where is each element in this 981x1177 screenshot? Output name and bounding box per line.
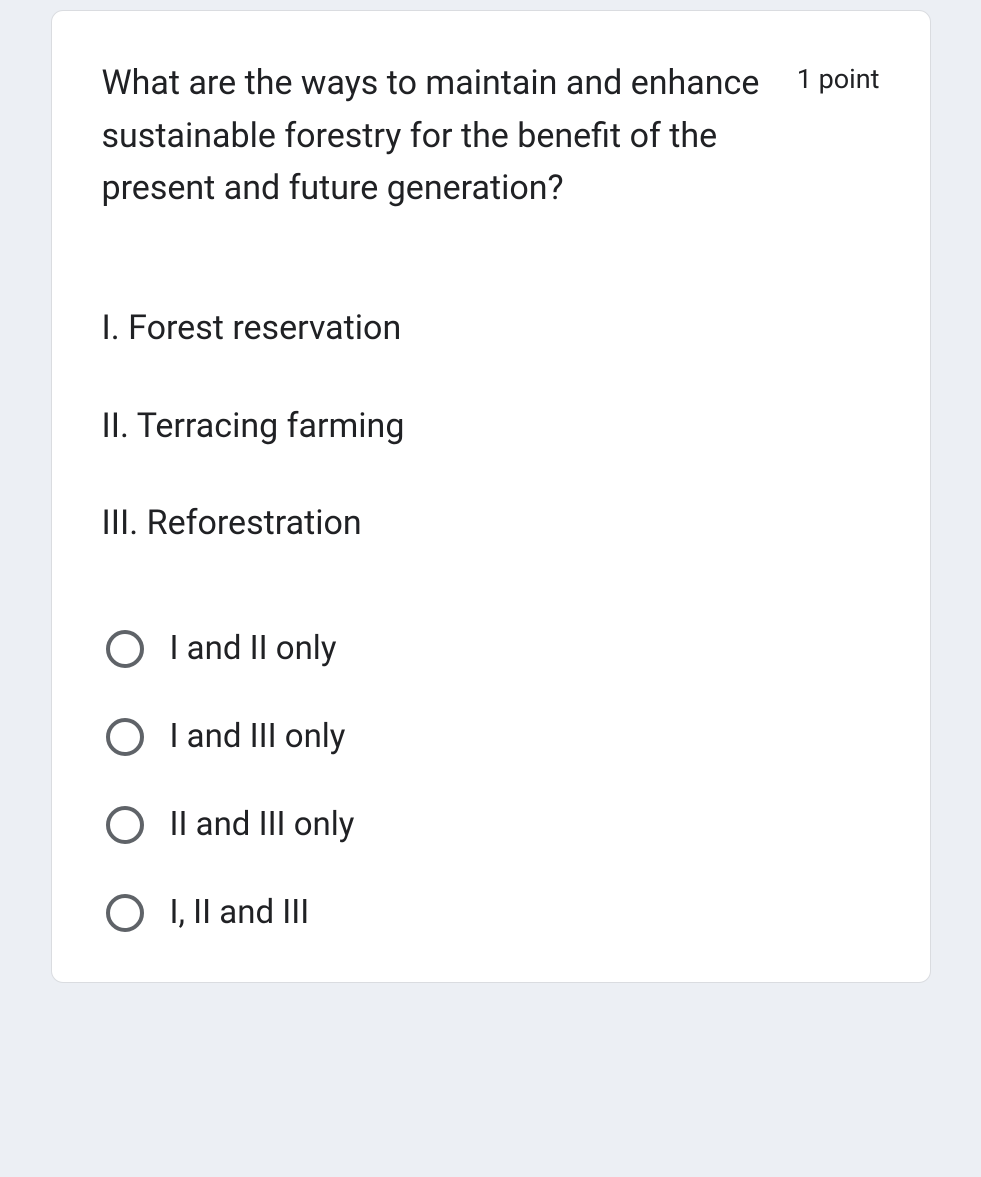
statement-item: II. Terracing farming	[102, 403, 880, 451]
statement-item: I. Forest reservation	[102, 305, 880, 353]
option-label: I and II only	[170, 628, 337, 671]
option-item[interactable]: I, II and III	[102, 892, 880, 935]
points-label: 1 point	[797, 57, 880, 95]
radio-icon[interactable]	[106, 806, 144, 844]
radio-icon[interactable]	[106, 894, 144, 932]
option-label: I, II and III	[170, 892, 310, 935]
option-label: I and III only	[170, 716, 346, 759]
question-text: What are the ways to maintain and enhanc…	[102, 57, 767, 215]
option-item[interactable]: I and III only	[102, 716, 880, 759]
statements-list: I. Forest reservation II. Terracing farm…	[102, 305, 880, 548]
question-card: What are the ways to maintain and enhanc…	[51, 10, 931, 983]
option-item[interactable]: II and III only	[102, 804, 880, 847]
radio-icon[interactable]	[106, 630, 144, 668]
radio-icon[interactable]	[106, 718, 144, 756]
options-list: I and II only I and III only II and III …	[102, 628, 880, 935]
option-label: II and III only	[170, 804, 355, 847]
statement-item: III. Reforestration	[102, 500, 880, 548]
option-item[interactable]: I and II only	[102, 628, 880, 671]
question-header: What are the ways to maintain and enhanc…	[102, 57, 880, 215]
